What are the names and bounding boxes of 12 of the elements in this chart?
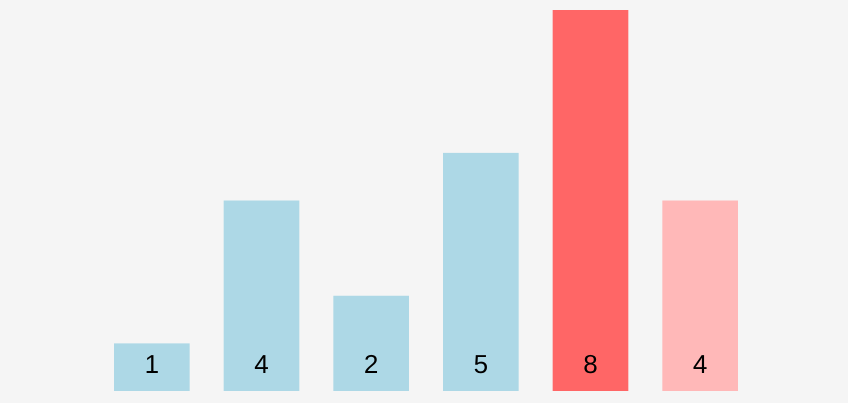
- bar: [552, 10, 628, 391]
- bar: [443, 152, 519, 391]
- bar: [114, 343, 190, 391]
- bar: [333, 296, 409, 391]
- bar: [662, 200, 738, 391]
- data-label: 1: [144, 349, 160, 380]
- data-label: 4: [254, 349, 269, 380]
- data-label: 8: [583, 349, 598, 380]
- bar: [224, 200, 300, 391]
- data-label: 5: [474, 349, 488, 380]
- data-label: 2: [364, 349, 378, 380]
- data-label: 4: [692, 349, 708, 380]
